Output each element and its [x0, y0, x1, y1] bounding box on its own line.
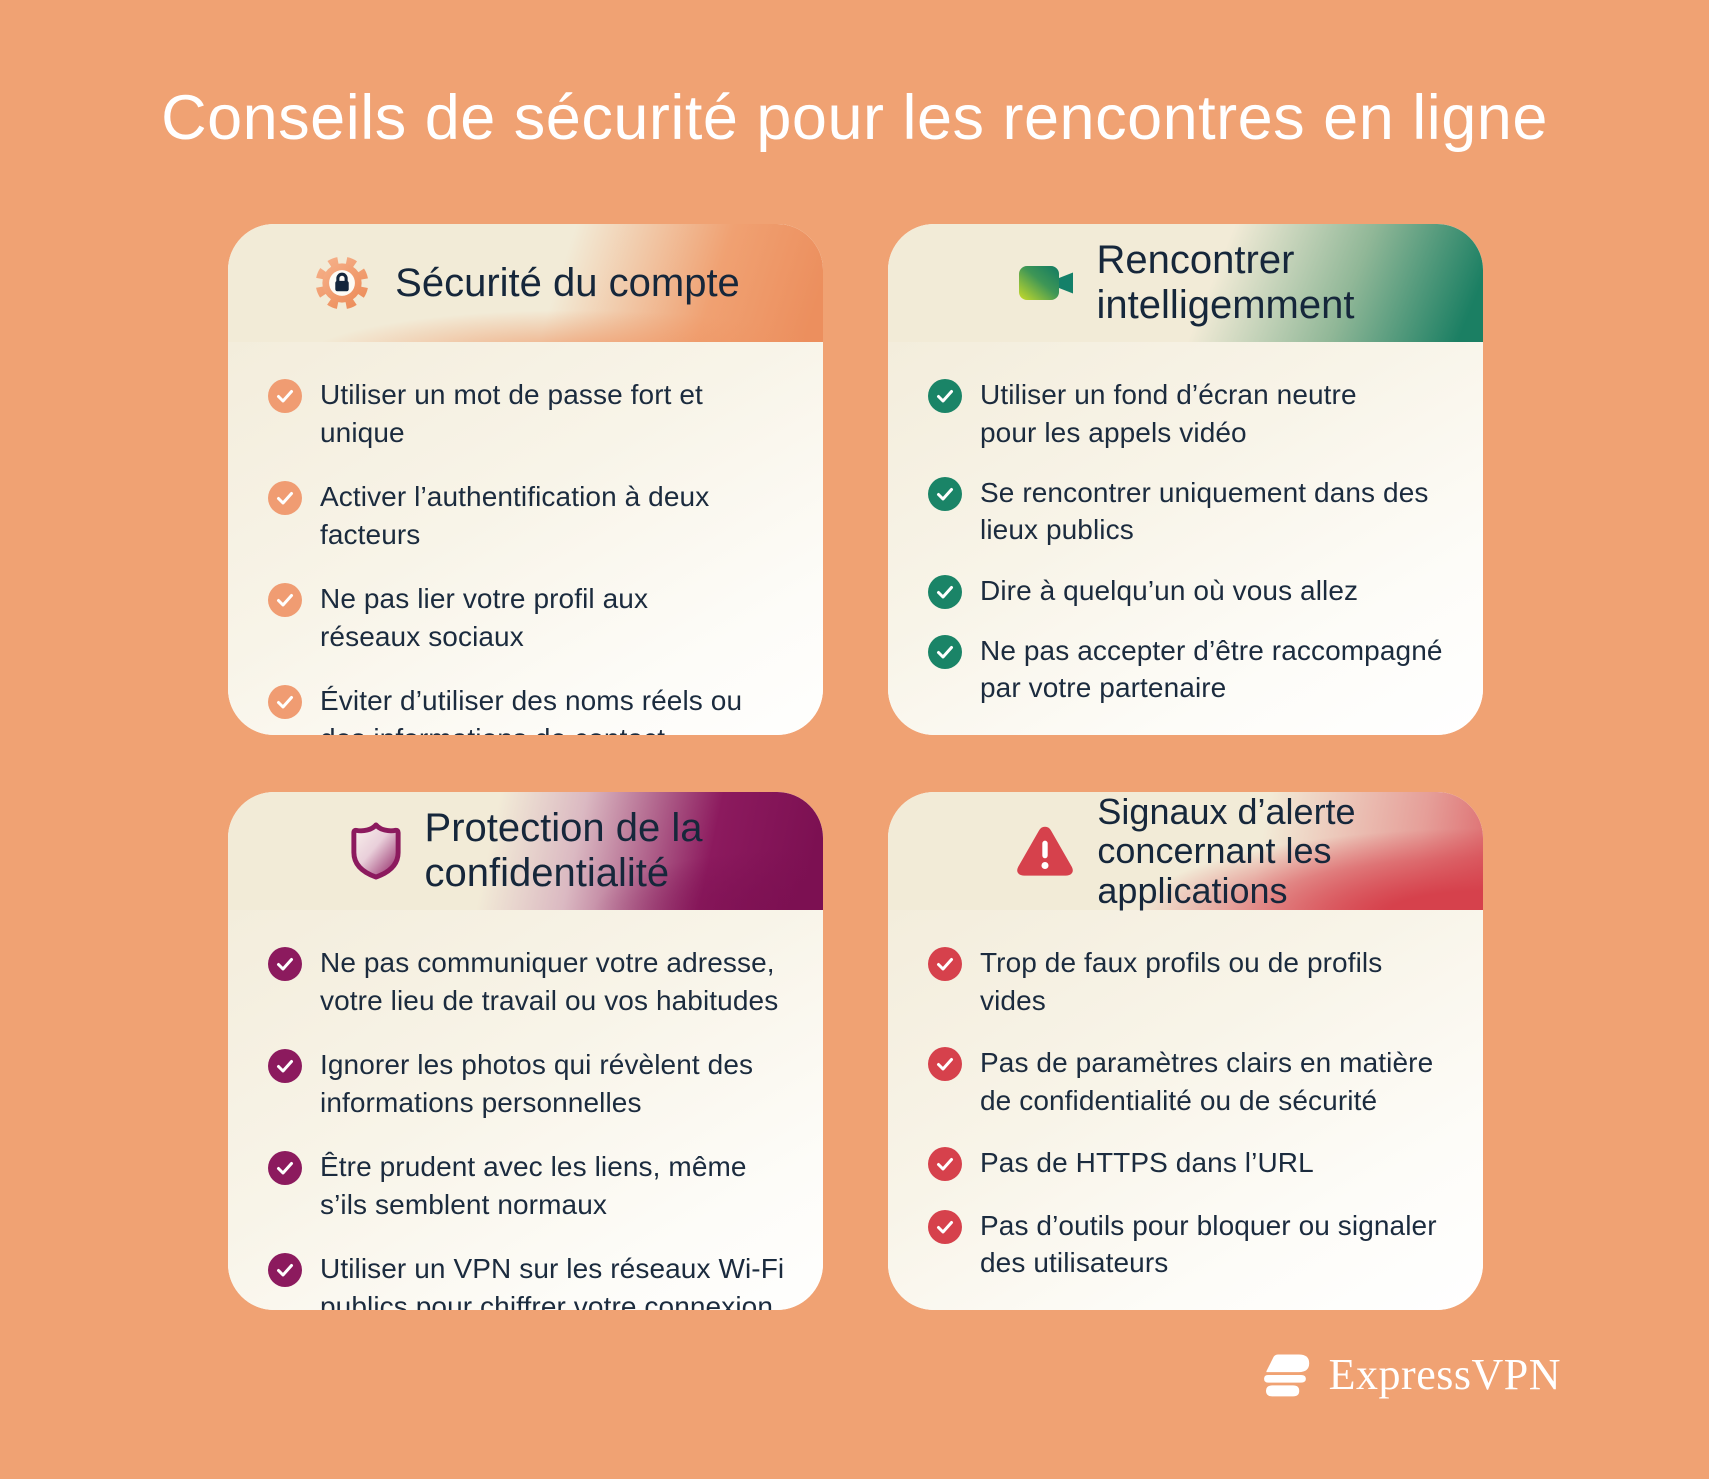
tips-list: Trop de faux profils ou de profils vides…: [928, 944, 1473, 1282]
list-item: Dire à quelqu’un où vous allez: [928, 572, 1473, 610]
check-icon: [928, 476, 962, 511]
check-icon: [928, 947, 962, 981]
card-privacy-protection: Protection de la confidentialité Ne pas …: [228, 792, 823, 1310]
list-item: Ne pas communiquer votre adresse, votre …: [268, 944, 813, 1019]
check-icon: [268, 481, 302, 516]
page-title: Conseils de sécurité pour les rencontres…: [161, 83, 1548, 153]
card-title: Sécurité du compte: [395, 260, 740, 305]
list-item: Pas d’outils pour bloquer ou signaler de…: [928, 1207, 1473, 1282]
check-icon: [268, 685, 302, 720]
list-item: Activer l’authentification à deux facteu…: [268, 478, 813, 553]
check-icon: [268, 947, 302, 981]
list-item: Utiliser un mot de passe fort et unique: [268, 376, 813, 451]
card-meet-smart: Rencontrer intelligemment Utiliser un fo…: [888, 224, 1483, 735]
tips-list: Utiliser un fond d’écran neutre pour les…: [928, 376, 1473, 707]
warning-triangle-icon: [1015, 824, 1075, 878]
check-icon: [268, 379, 302, 413]
card-title: Protection de la confidentialité: [424, 806, 703, 895]
card-body: Trop de faux profils ou de profils vides…: [888, 910, 1483, 1310]
card-account-security-header: Sécurité du compte: [228, 224, 823, 342]
check-icon: [928, 1047, 962, 1082]
brand-name: ExpressVPN: [1328, 1350, 1561, 1399]
tip-text: Dire à quelqu’un où vous allez: [980, 574, 1359, 606]
check-icon: [268, 1253, 302, 1288]
tip-text: Être prudent avec les liens, même s’ils …: [320, 1151, 747, 1220]
list-item: Utiliser un fond d’écran neutre pour les…: [928, 376, 1473, 451]
gear-lock-icon: [311, 252, 373, 314]
tip-text: Utiliser un VPN sur les réseaux Wi-Fi pu…: [320, 1253, 785, 1310]
tip-text: Éviter d’utiliser des noms réels ou des …: [320, 685, 743, 735]
card-body: Ne pas communiquer votre adresse, votre …: [228, 910, 823, 1310]
list-item: Ne pas accepter d’être raccompagné par v…: [928, 632, 1473, 707]
tips-list: Utiliser un mot de passe fort et unique …: [268, 376, 813, 735]
tip-text: Ne pas communiquer votre adresse, votre …: [320, 947, 779, 1016]
list-item: Être prudent avec les liens, même s’ils …: [268, 1148, 813, 1223]
check-icon: [928, 634, 962, 669]
card-meet-smart-header: Rencontrer intelligemment: [888, 224, 1483, 342]
tip-text: Trop de faux profils ou de profils vides: [980, 947, 1383, 1016]
list-item: Se rencontrer uniquement dans des lieux …: [928, 474, 1473, 549]
tip-text: Ignorer les photos qui révèlent des info…: [320, 1049, 754, 1118]
check-icon: [268, 1151, 302, 1186]
check-icon: [268, 583, 302, 618]
card-app-red-flags: Signaux d’alerte concernant les applicat…: [888, 792, 1483, 1310]
tip-text: Activer l’authentification à deux facteu…: [320, 481, 710, 550]
check-icon: [268, 1049, 302, 1084]
cards-grid: Sécurité du compte Utiliser un mot de pa…: [228, 224, 1483, 1310]
tip-text: Ne pas lier votre profil aux réseaux soc…: [320, 583, 649, 652]
tip-text: Pas de paramètres clairs en matière de c…: [980, 1047, 1434, 1116]
tip-text: Ne pas accepter d’être raccompagné par v…: [980, 634, 1443, 704]
list-item: Utiliser un VPN sur les réseaux Wi-Fi pu…: [268, 1250, 813, 1310]
card-account-security: Sécurité du compte Utiliser un mot de pa…: [228, 224, 823, 735]
card-title: Rencontrer intelligemment: [1096, 238, 1355, 327]
tip-text: Utiliser un mot de passe fort et unique: [320, 379, 703, 448]
list-item: Pas de paramètres clairs en matière de c…: [928, 1044, 1473, 1119]
check-icon: [928, 1147, 962, 1182]
card-body: Utiliser un mot de passe fort et unique …: [228, 342, 823, 735]
list-item: Trop de faux profils ou de profils vides: [928, 944, 1473, 1019]
card-title: Signaux d’alerte concernant les applicat…: [1097, 792, 1356, 911]
card-app-red-flags-header: Signaux d’alerte concernant les applicat…: [888, 792, 1483, 910]
video-camera-icon: [1017, 257, 1075, 309]
list-item: Éviter d’utiliser des noms réels ou des …: [268, 682, 813, 735]
card-body: Utiliser un fond d’écran neutre pour les…: [888, 342, 1483, 735]
check-icon: [928, 574, 962, 609]
tip-text: Pas de HTTPS dans l’URL: [980, 1147, 1314, 1179]
brand-footer: ExpressVPN: [1256, 1346, 1561, 1403]
tips-list: Ne pas communiquer votre adresse, votre …: [268, 944, 813, 1310]
card-privacy-protection-header: Protection de la confidentialité: [228, 792, 823, 910]
tip-text: Se rencontrer uniquement dans des lieux …: [980, 476, 1429, 546]
list-item: Ignorer les photos qui révèlent des info…: [268, 1046, 813, 1121]
check-icon: [928, 1209, 962, 1244]
list-item: Ne pas lier votre profil aux réseaux soc…: [268, 580, 813, 655]
tip-text: Pas d’outils pour bloquer ou signaler de…: [980, 1209, 1437, 1279]
expressvpn-logo: [1256, 1346, 1313, 1403]
list-item: Pas de HTTPS dans l’URL: [928, 1144, 1473, 1182]
tip-text: Utiliser un fond d’écran neutre pour les…: [980, 379, 1357, 448]
shield-icon: [349, 821, 403, 881]
check-icon: [928, 379, 962, 413]
